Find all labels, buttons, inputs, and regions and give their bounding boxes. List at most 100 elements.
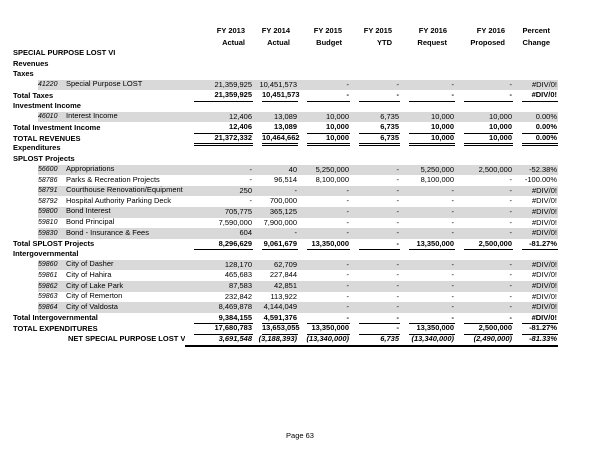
- table-row: TOTAL REVENUES 21,372,332 10,464,662 10,000…: [13, 133, 558, 147]
- row-label-text: City of Remerton: [66, 291, 123, 301]
- cell-value: -: [509, 270, 513, 280]
- cell-percent-change: -81.27%: [513, 239, 558, 251]
- cell-fy2015-ytd: -: [350, 80, 400, 91]
- cell-value: 705,775: [224, 206, 252, 216]
- cell-value: -: [396, 217, 400, 227]
- cell-value: 10,000: [326, 111, 349, 121]
- cell-percent-change: 0.00%: [513, 133, 558, 147]
- column-header-fy2013: FY 2013: [216, 26, 245, 35]
- table-row: Total Investment Income 12,406 13,089 10,00…: [13, 122, 558, 134]
- cell-value: #DIV/0!: [531, 206, 557, 216]
- cell-value: 8,469,878: [218, 302, 252, 312]
- cell-value: 21,359,925: [214, 79, 252, 89]
- table-header: FY 2013 FY 2014 FY 2015 FY 2015 FY 2016 …: [13, 25, 558, 48]
- cell-percent-change: 0.00%: [513, 112, 558, 123]
- cell-fy2014-actual: 9,061,679: [253, 239, 298, 251]
- cell-value: 113,922: [270, 291, 297, 301]
- cell-fy2014-actual: -: [253, 186, 298, 197]
- cell-value: -: [451, 217, 455, 227]
- cell-value: -: [346, 228, 350, 238]
- cell-fy2015-ytd: -: [350, 302, 400, 313]
- cell-value: 40: [288, 164, 297, 174]
- table-body: SPECIAL PURPOSE LOST VI Revenues Taxes 4122…: [13, 48, 558, 347]
- cell-value: #DIV/0!: [531, 291, 557, 301]
- cell-percent-change: #DIV/0!: [513, 80, 558, 91]
- cell-fy2015-budget: -: [298, 186, 350, 197]
- cell-value: -: [464, 90, 513, 102]
- table-row: 59863 City of Remerton 232,842 113,922 - - - - #…: [13, 291, 558, 303]
- cell-fy2014-actual: 96,514: [253, 175, 298, 186]
- row-label: Investment Income: [13, 101, 185, 112]
- cell-value: 7,590,000: [218, 217, 252, 227]
- cell-fy2015-budget: 13,350,000: [298, 323, 350, 336]
- cell-value: 604: [239, 228, 252, 238]
- row-label-text: SPECIAL PURPOSE LOST VI: [13, 48, 116, 57]
- cell-value: -81.27%: [522, 239, 558, 251]
- cell-fy2014-actual: 7,900,000: [253, 218, 298, 229]
- cell-fy2014-actual: 13,089: [253, 122, 298, 134]
- cell-fy2016-request: -: [400, 313, 455, 325]
- row-label-text: Expenditures: [13, 143, 61, 153]
- cell-fy2013-actual: 128,170: [185, 260, 253, 271]
- column-subheader-proposed: Proposed: [470, 37, 505, 47]
- table-row: 58792 Hospital Authority Parking Deck - 700…: [13, 196, 558, 207]
- cell-value: #DIV/0!: [531, 259, 557, 269]
- cell-value: 10,451,573: [259, 79, 297, 89]
- cell-value: -: [509, 175, 513, 185]
- header-spacer: [13, 37, 185, 49]
- cell-fy2015-budget: -: [298, 228, 350, 239]
- cell-value: #DIV/0!: [531, 196, 557, 206]
- table-row: 58791 Courthouse Renovation/Equipment 250 -…: [13, 185, 558, 197]
- cell-value: 17,680,783: [194, 323, 253, 336]
- row-label-text: Appropriations: [66, 164, 115, 174]
- row-label: 59810 Bond Principal: [13, 217, 185, 229]
- cell-value: 5,250,000: [315, 164, 349, 174]
- row-label: 59861 City of Hahira: [13, 270, 185, 282]
- cell-fy2016-proposed: -: [455, 281, 513, 292]
- column-subheader-budget: Budget: [316, 37, 342, 47]
- column-header-fy2016-request: FY 2016: [418, 26, 447, 35]
- cell-fy2015-budget: -: [298, 196, 350, 207]
- cell-fy2015-ytd: -: [350, 292, 400, 303]
- cell-fy2015-ytd: -: [350, 239, 400, 251]
- page-number: Page 63: [286, 431, 314, 440]
- cell-fy2014-actual: 13,653,055: [253, 323, 300, 336]
- row-label: 58791 Courthouse Renovation/Equipment: [13, 185, 185, 197]
- cell-percent-change: #DIV/0!: [513, 196, 558, 207]
- cell-value: -: [451, 185, 455, 195]
- cell-fy2014-actual: 62,709: [253, 260, 298, 271]
- account-number: 41220: [38, 81, 58, 89]
- row-label-text: TOTAL EXPENDITURES: [13, 323, 98, 333]
- cell-fy2016-request: -: [400, 228, 455, 239]
- row-label: 56600 Appropriations: [13, 164, 185, 176]
- cell-fy2016-request: 5,250,000: [400, 165, 455, 176]
- cell-value: -: [409, 313, 455, 325]
- cell-value: -: [346, 79, 350, 89]
- account-number: 58791: [38, 187, 58, 195]
- row-label: 59862 City of Lake Park: [13, 281, 185, 293]
- cell-value: -: [359, 313, 400, 325]
- row-label-text: TOTAL REVENUES: [13, 134, 81, 144]
- account-number: 59860: [38, 261, 58, 269]
- cell-fy2013-actual: 465,683: [185, 270, 253, 281]
- row-label: Total SPLOST Projects: [13, 239, 185, 250]
- row-label: Total Taxes: [13, 91, 185, 102]
- cell-value: -: [396, 281, 400, 291]
- table-row: Expenditures: [13, 143, 558, 154]
- cell-value: -: [451, 196, 455, 206]
- cell-fy2015-budget: (13,340,000): [298, 334, 350, 345]
- cell-value: -: [396, 206, 400, 216]
- table-row: TOTAL EXPENDITURES 17,680,783 13,653,055 13…: [13, 323, 558, 336]
- cell-value: 21,359,925: [194, 90, 253, 102]
- cell-value: 0.00%: [522, 122, 558, 134]
- cell-value: 10,000: [489, 111, 512, 121]
- cell-value: 7,900,000: [263, 217, 297, 227]
- cell-fy2015-budget: -: [298, 292, 350, 303]
- cell-fy2016-proposed: -: [455, 228, 513, 239]
- cell-fy2013-actual: -: [185, 196, 253, 207]
- cell-fy2015-budget: 8,100,000: [298, 175, 350, 186]
- cell-percent-change: #DIV/0!: [513, 260, 558, 271]
- row-label-text: Total Intergovernmental: [13, 313, 98, 323]
- row-label-text: City of Lake Park: [66, 280, 124, 290]
- cell-percent-change: #DIV/0!: [513, 207, 558, 218]
